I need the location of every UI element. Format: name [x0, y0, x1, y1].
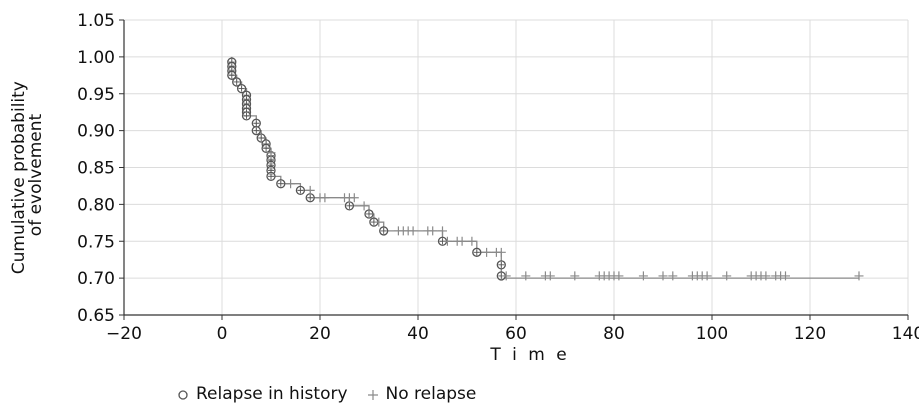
relapse-marker [364, 209, 374, 219]
legend-item-relapse: Relapse in history [176, 384, 348, 404]
no-relapse-marker [438, 226, 447, 236]
relapse-marker [251, 118, 261, 128]
y-tick-label: 0.95 [77, 85, 115, 105]
legend-label-relapse: Relapse in history [196, 384, 348, 404]
no-relapse-marker [638, 271, 648, 281]
no-relapse-marker [761, 271, 771, 281]
no-relapse-marker [349, 193, 359, 203]
x-tick-label: 40 [407, 324, 429, 344]
no-relapse-marker [722, 271, 732, 281]
circle-marker-icon [176, 387, 190, 401]
no-relapse-marker [428, 226, 438, 236]
relapse-marker [236, 83, 247, 94]
y-tick-label: 0.85 [77, 159, 115, 179]
legend: Relapse in history No relapse [176, 383, 494, 405]
no-relapse-marker [374, 217, 384, 227]
y-tick-labels: 0.65 0.70 0.75 0.80 0.85 0.90 0.95 1.00 1.05 [77, 11, 115, 326]
grid [123, 19, 909, 316]
y-tick-label: 0.90 [77, 122, 115, 142]
plus-marker-icon [366, 387, 380, 401]
no-relapse-marker [305, 185, 315, 195]
relapse-marker [266, 171, 276, 182]
x-tick-label: 120 [794, 324, 826, 344]
relapse-marker [344, 201, 355, 211]
no-relapse-marker [854, 271, 864, 281]
no-relapse-marker [781, 271, 790, 281]
data-markers [227, 57, 864, 281]
no-relapse-marker [668, 271, 678, 281]
relapse-marker [276, 179, 286, 189]
y-axis-label-line-1: Cumulative probability [9, 81, 29, 274]
no-relapse-marker [545, 271, 555, 281]
y-tick-label: 0.75 [77, 232, 115, 252]
y-tick-label: 0.80 [77, 195, 115, 215]
relapse-marker [295, 185, 306, 196]
relapse-marker [251, 125, 261, 136]
legend-label-no-relapse: No relapse [385, 384, 477, 404]
relapse-marker [261, 143, 271, 153]
relapse-marker [379, 226, 389, 236]
no-relapse-marker [359, 201, 369, 211]
no-relapse-marker [442, 236, 452, 246]
x-tick-label: 100 [696, 324, 728, 344]
axes [119, 19, 909, 320]
relapse-marker [305, 193, 315, 203]
x-tick-label: 20 [309, 324, 331, 344]
relapse-marker [227, 70, 237, 80]
x-tick-label: 140 [892, 324, 919, 344]
relapse-marker [256, 133, 266, 143]
no-relapse-marker [521, 271, 531, 281]
no-relapse-marker [501, 271, 511, 281]
no-relapse-marker [658, 271, 668, 281]
no-relapse-marker [457, 236, 467, 246]
y-tick-label: 0.65 [77, 306, 115, 326]
no-relapse-marker [266, 148, 276, 158]
x-tick-label: 0 [217, 324, 228, 344]
x-tick-label: 60 [505, 324, 527, 344]
x-tick-label: 80 [603, 324, 625, 344]
y-tick-label: 1.00 [77, 48, 115, 68]
relapse-marker [232, 77, 242, 87]
y-axis-label-line-2: of evolvement [26, 113, 46, 236]
relapse-marker [472, 247, 482, 257]
survival-chart: −20 0 20 40 60 80 100 120 140 0.650.700.750.800.… [9, 11, 919, 365]
legend-item-no-relapse: No relapse [366, 384, 477, 404]
relapse-marker [496, 260, 506, 270]
y-tick-label: 1.05 [77, 11, 115, 31]
x-axis-label: T i m e [489, 345, 569, 365]
no-relapse-marker [496, 247, 506, 257]
x-tick-label: −20 [106, 324, 142, 344]
no-relapse-marker [614, 271, 624, 281]
no-relapse-marker [702, 271, 712, 281]
x-tick-labels: −20 0 20 40 60 80 100 120 140 [106, 324, 919, 344]
no-relapse-marker [408, 226, 418, 236]
y-tick-label: 0.70 [77, 269, 115, 289]
no-relapse-marker [286, 179, 296, 189]
relapse-marker [241, 111, 252, 121]
relapse-marker [437, 236, 448, 246]
no-relapse-marker [570, 271, 580, 281]
no-relapse-marker [482, 247, 492, 257]
no-relapse-marker [467, 236, 477, 246]
no-relapse-marker [320, 193, 330, 203]
y-axis-label: Cumulative probability of evolvement [9, 76, 46, 275]
